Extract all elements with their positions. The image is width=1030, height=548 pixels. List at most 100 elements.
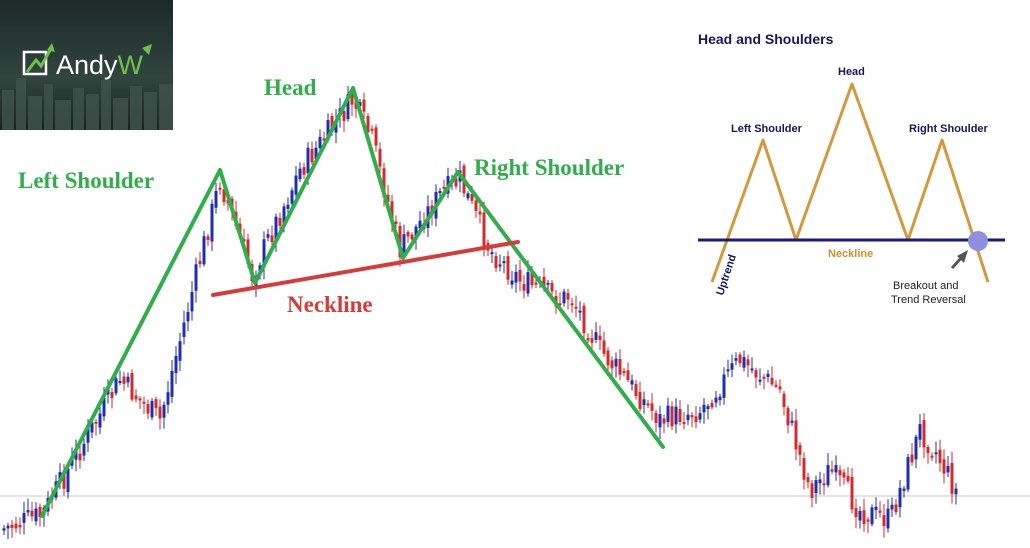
candle-body xyxy=(110,392,114,399)
head-label: Head xyxy=(264,75,317,100)
candle-body xyxy=(758,379,762,382)
candle-body xyxy=(806,476,810,483)
candle-body xyxy=(578,310,582,313)
candle-body xyxy=(282,206,286,227)
candle-body xyxy=(418,220,422,229)
candle-body xyxy=(546,282,550,285)
candle-body xyxy=(370,128,374,131)
candle-body xyxy=(918,424,922,440)
candle-body xyxy=(954,488,958,495)
neckline-label: Neckline xyxy=(287,292,373,317)
inset-pattern-line xyxy=(710,82,990,283)
candle-body xyxy=(134,395,138,400)
candle-body xyxy=(754,370,758,378)
candle-body xyxy=(174,355,178,373)
candle-body xyxy=(442,186,446,189)
candle-body xyxy=(838,469,842,476)
candle-body xyxy=(306,147,310,174)
candle-body xyxy=(130,373,134,400)
candle-body xyxy=(874,506,878,511)
candle-body xyxy=(186,311,190,322)
candle-body xyxy=(694,416,698,423)
candle-body xyxy=(790,420,794,423)
candle-body xyxy=(906,457,910,490)
candle-body xyxy=(818,479,822,484)
candle-body xyxy=(686,414,690,421)
candle-body xyxy=(394,221,398,225)
candle-body xyxy=(342,111,346,121)
candle-body xyxy=(762,376,766,379)
candle-body xyxy=(602,340,606,354)
candle-body xyxy=(582,305,586,334)
candle-body xyxy=(414,226,418,240)
candle-body xyxy=(190,292,194,312)
candle-body xyxy=(814,480,818,494)
candle-body xyxy=(610,360,614,369)
candle-body xyxy=(778,386,782,390)
candle-body xyxy=(178,341,182,361)
candle-body xyxy=(490,252,494,255)
left-shoulder-label: Left Shoulder xyxy=(18,168,154,193)
candle-body xyxy=(710,402,714,408)
candle-body xyxy=(590,338,594,343)
candle-body xyxy=(302,167,306,175)
candle-body xyxy=(86,427,90,443)
candle-body xyxy=(930,455,934,458)
candle-body xyxy=(534,282,538,285)
candle-body xyxy=(194,264,198,291)
candle-body xyxy=(182,322,186,337)
candle-body xyxy=(782,393,786,408)
candle-body xyxy=(334,120,338,133)
candle-body xyxy=(618,358,622,375)
inset-diagram: Head and Shoulders Left Shoulder Head Ri… xyxy=(698,31,1005,306)
candle-body xyxy=(662,418,666,424)
candle-body xyxy=(742,357,746,368)
candle-body xyxy=(98,413,102,428)
breakout-note-line2: Trend Reversal xyxy=(891,294,966,306)
inset-neckline-label: Neckline xyxy=(828,248,873,260)
candle-body xyxy=(198,260,202,265)
candle-body xyxy=(594,332,598,340)
candle-body xyxy=(454,178,458,187)
candle-body xyxy=(654,412,658,424)
candle-body xyxy=(438,190,442,194)
candle-body xyxy=(822,483,826,486)
candle-body xyxy=(646,403,650,406)
candle-body xyxy=(938,449,942,464)
candle-body xyxy=(722,374,726,398)
candle-body xyxy=(670,406,674,427)
candle-body xyxy=(18,524,22,528)
candle-body xyxy=(562,291,566,304)
candle-body xyxy=(634,383,638,397)
candle-body xyxy=(622,370,626,373)
candle-body xyxy=(410,234,414,240)
candle-body xyxy=(350,92,354,105)
candle-body xyxy=(862,510,866,525)
candle-body xyxy=(650,403,654,411)
candle-body xyxy=(6,525,10,529)
brand-logo: AndyW xyxy=(0,0,173,130)
candle-body xyxy=(542,276,546,288)
candle-body xyxy=(734,358,738,361)
candle-body xyxy=(530,271,534,286)
candle-body xyxy=(358,102,362,107)
candle-body xyxy=(62,470,66,489)
candle-body xyxy=(470,193,474,201)
candle-body xyxy=(950,462,954,494)
candle-body xyxy=(26,510,30,513)
candle-body xyxy=(66,468,70,493)
candle-body xyxy=(702,404,706,413)
candle-body xyxy=(786,408,790,426)
candle-body xyxy=(498,264,502,267)
candle-body xyxy=(214,190,218,208)
candle-body xyxy=(154,399,158,408)
candle-body xyxy=(138,398,142,401)
candle-body xyxy=(294,175,298,195)
candle-body xyxy=(78,453,82,461)
candle-body xyxy=(946,465,950,473)
candle-body xyxy=(714,397,718,403)
candle-body xyxy=(318,136,322,149)
candle-body xyxy=(730,363,734,370)
candle-body xyxy=(58,472,62,481)
